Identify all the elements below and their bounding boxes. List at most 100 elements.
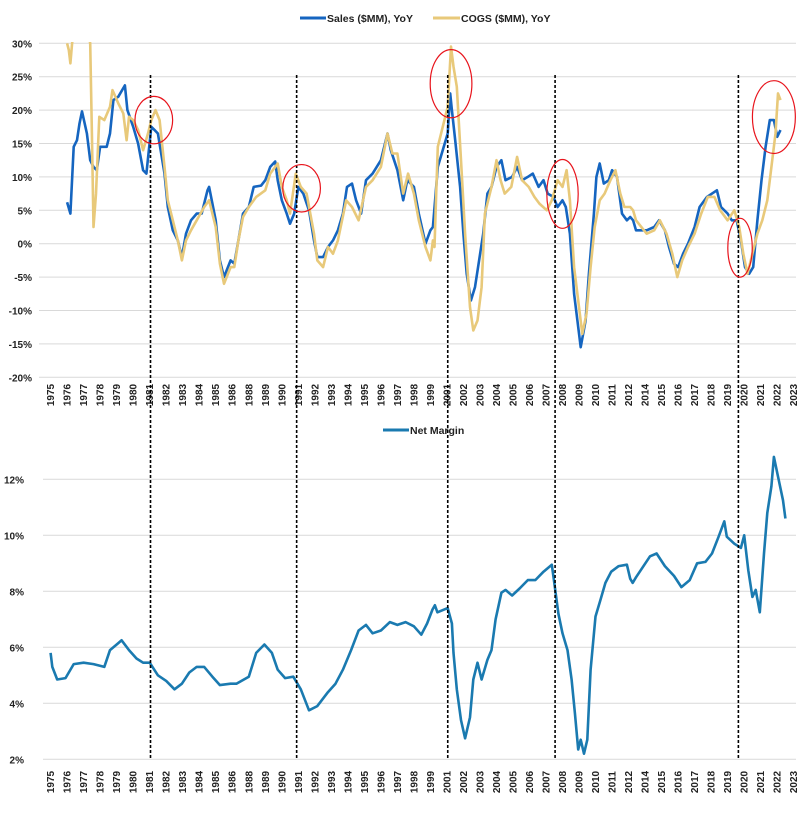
legend-label-cogs: COGS ($MM), YoY: [461, 13, 550, 25]
x-tick-label: 1980: [129, 770, 140, 793]
x-tick-label: 1981: [145, 770, 156, 793]
x-tick-label: 1988: [244, 383, 255, 406]
x-tick-label: 1980: [129, 383, 140, 406]
x-tick-label: 1991: [294, 383, 305, 406]
x-tick-label: 1989: [261, 383, 272, 406]
x-tick-label: 2007: [542, 770, 553, 793]
x-tick-label: 1984: [195, 770, 206, 793]
x-tick-label: 1981: [145, 383, 156, 406]
x-tick-label: 1995: [360, 770, 371, 793]
x-tick-label: 1998: [409, 770, 420, 793]
x-tick-label: 2022: [773, 383, 784, 406]
x-tick-label: 2010: [591, 383, 602, 406]
x-tick-label: 2012: [624, 383, 635, 406]
x-tick-label: 1988: [244, 770, 255, 793]
x-tick-label: 2010: [591, 770, 602, 793]
x-tick-label: 2002: [459, 383, 470, 406]
x-tick-label: 1990: [277, 383, 288, 406]
x-tick-label: 2001: [442, 770, 453, 793]
bottom-chart-net-margin: 12% 10% 8% 6% 4% 2% 1975 1976 1977 1978 1979 1980 19…: [4, 420, 800, 793]
bottom-legend: Net Margin: [383, 425, 464, 437]
x-tick-label: 2012: [624, 770, 635, 793]
y-tick-label: 6%: [10, 643, 25, 654]
x-tick-label: 2016: [674, 770, 685, 793]
x-tick-label: 2020: [740, 383, 751, 406]
x-tick-label: 1979: [112, 770, 123, 793]
x-tick-label: 1983: [178, 770, 189, 793]
x-tick-label: 2018: [707, 770, 718, 793]
x-tick-label: 2021: [756, 383, 767, 406]
x-tick-label: 2016: [674, 383, 685, 406]
x-tick-label: 1996: [376, 770, 387, 793]
x-tick-label: 1995: [360, 383, 371, 406]
highlight-ellipse: [134, 95, 174, 145]
x-tick-label: 2014: [641, 770, 652, 793]
x-tick-label: 1986: [228, 383, 239, 406]
y-tick-label: 30%: [12, 39, 32, 50]
x-tick-label: 1991: [294, 770, 305, 793]
x-tick-label: 1999: [426, 770, 437, 793]
y-tick-label: 0%: [18, 240, 33, 251]
x-tick-label: 2002: [459, 770, 470, 793]
x-tick-label: 1975: [46, 383, 57, 406]
series-line-net-margin: [49, 455, 787, 755]
x-tick-label: 2015: [657, 770, 668, 793]
highlight-ellipse: [727, 217, 753, 278]
y-tick-label: 10%: [12, 173, 32, 184]
x-tick-label: 1992: [310, 383, 321, 406]
x-tick-label: 2017: [690, 770, 701, 793]
x-tick-label: 1977: [79, 770, 90, 793]
x-tick-label: 2008: [558, 383, 569, 406]
x-tick-label: 2014: [641, 383, 652, 406]
y-tick-label: -10%: [9, 307, 32, 318]
x-tick-label: 1977: [79, 383, 90, 406]
x-tick-label: 2020: [740, 770, 751, 793]
y-tick-label: 8%: [10, 587, 25, 598]
y-tick-label: 15%: [12, 140, 32, 151]
y-tick-label: 20%: [12, 106, 32, 117]
x-tick-label: 2018: [707, 383, 718, 406]
series-line-sales-mm-yoy: [65, 84, 782, 349]
x-tick-label: 2011: [608, 771, 619, 793]
highlight-ellipse: [546, 158, 579, 229]
x-tick-label: 1998: [409, 383, 420, 406]
x-tick-label: 1999: [426, 383, 437, 406]
y-tick-label: -20%: [9, 373, 32, 384]
x-tick-label: 2003: [475, 383, 486, 406]
series-line-cogs-mm-yoy: [65, 42, 782, 336]
legend-label-sales: Sales ($MM), YoY: [327, 13, 413, 25]
x-tick-label: 1979: [112, 383, 123, 406]
x-tick-label: 2015: [657, 383, 668, 406]
x-tick-label: 1996: [376, 383, 387, 406]
top-legend: Sales ($MM), YoY COGS ($MM), YoY: [300, 13, 550, 25]
x-tick-label: 1976: [63, 770, 74, 793]
x-tick-label: 1992: [310, 770, 321, 793]
x-tick-label: 2006: [525, 770, 536, 793]
x-tick-label: 2004: [492, 383, 503, 406]
x-tick-label: 1982: [162, 383, 173, 406]
highlight-ellipse: [751, 80, 796, 155]
x-tick-label: 1978: [96, 770, 107, 793]
x-tick-label: 2005: [508, 770, 519, 793]
x-tick-label: 2001: [442, 383, 453, 406]
x-tick-label: 1984: [195, 383, 206, 406]
highlight-ellipse: [282, 163, 322, 213]
legend-label-net-margin: Net Margin: [410, 425, 464, 437]
x-tick-label: 2019: [723, 383, 734, 406]
x-tick-label: 2011: [608, 384, 619, 406]
x-tick-label: 2009: [575, 383, 586, 406]
x-tick-label: 2008: [558, 770, 569, 793]
x-tick-label: 2004: [492, 770, 503, 793]
x-tick-label: 1985: [211, 770, 222, 793]
x-tick-label: 2023: [789, 770, 800, 793]
y-tick-label: -5%: [14, 273, 32, 284]
x-tick-label: 1976: [63, 383, 74, 406]
x-tick-label: 1994: [343, 770, 354, 793]
y-tick-label: 2%: [10, 755, 25, 766]
x-tick-label: 2023: [789, 383, 800, 406]
x-tick-label: 2007: [542, 383, 553, 406]
x-tick-label: 2019: [723, 770, 734, 793]
x-tick-label: 1978: [96, 383, 107, 406]
x-tick-label: 1997: [393, 770, 404, 793]
